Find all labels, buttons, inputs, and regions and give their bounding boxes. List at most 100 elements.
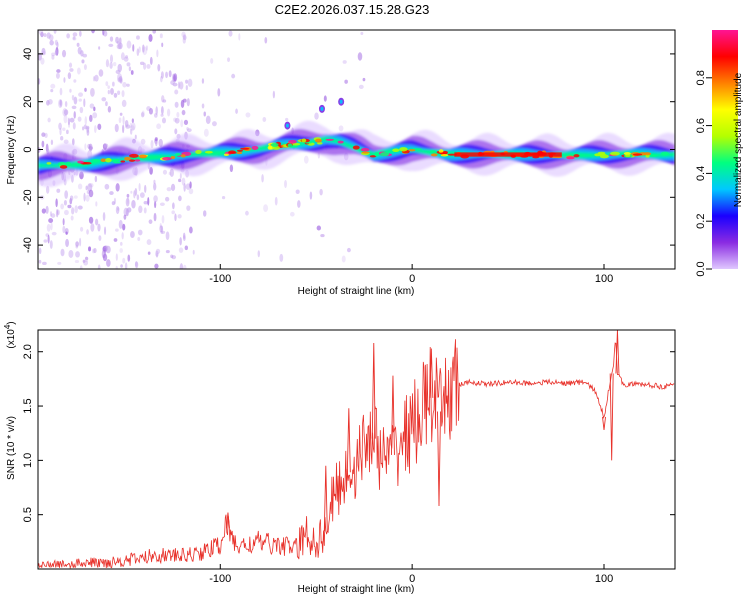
noise-speckle [61, 49, 67, 58]
noise-speckle [262, 116, 267, 122]
noise-speckle [51, 54, 55, 60]
noise-speckle [133, 190, 136, 199]
colorbar-tick-label: 0.2 [695, 214, 707, 229]
noise-speckle [105, 59, 110, 68]
colorbar: 0.0 0.2 0.4 0.6 0.8 Normalized spectral ampl… [695, 30, 744, 277]
noise-speckle [142, 46, 148, 56]
ridge-hotspot [124, 156, 131, 161]
noise-speckle [183, 119, 189, 126]
noise-speckle [156, 123, 162, 130]
noise-speckle [338, 125, 344, 132]
noise-speckle [41, 208, 46, 214]
noise-speckle [95, 218, 99, 226]
noise-speckle [49, 40, 54, 46]
ridge-hotspot [100, 158, 107, 163]
noise-speckle [140, 112, 145, 118]
ridge-hotspot [270, 142, 279, 147]
noise-speckle [92, 248, 96, 254]
noise-speckle [55, 208, 59, 218]
noise-speckle [67, 117, 71, 126]
noise-speckle [84, 256, 89, 263]
noise-speckle [106, 259, 111, 267]
noise-speckle [88, 246, 92, 252]
noise-speckle [77, 183, 83, 190]
ridge-hotspot [440, 153, 449, 157]
noise-speckle [161, 117, 167, 124]
noise-speckle [115, 253, 118, 261]
noise-speckle [50, 83, 56, 89]
noise-speckle [142, 44, 145, 53]
ridge-hotspot [46, 162, 52, 165]
noise-speckle [113, 238, 118, 242]
noise-speckle [63, 114, 68, 124]
noise-speckle [121, 90, 125, 98]
noise-speckle [178, 195, 182, 202]
noise-speckle [143, 207, 147, 214]
noise-speckle [38, 259, 42, 264]
noise-speckle [83, 260, 89, 266]
noise-speckle [87, 183, 93, 192]
snr-spike [226, 512, 230, 529]
noise-speckle [150, 139, 154, 149]
noise-speckle [362, 77, 366, 82]
noise-speckle [314, 112, 319, 120]
noise-speckle [72, 122, 76, 130]
noise-speckle [149, 56, 153, 65]
noise-speckle [245, 210, 249, 216]
noise-speckle [98, 235, 102, 241]
noise-speckle [181, 31, 186, 38]
noise-speckle [174, 117, 180, 124]
noise-speckle [69, 88, 72, 93]
noise-speckle [168, 70, 172, 78]
noise-speckle [59, 99, 63, 108]
noise-speckle [185, 79, 189, 84]
noise-speckle [83, 98, 86, 108]
ridge-hotspot [240, 147, 250, 150]
noise-speckle [71, 207, 75, 215]
noise-speckle [186, 127, 189, 131]
noise-speckle [73, 195, 78, 199]
noise-speckle [43, 239, 48, 243]
noise-speckle [105, 245, 111, 254]
snr-spike [346, 408, 351, 473]
noise-speckle [73, 79, 77, 83]
noise-speckle [40, 31, 44, 38]
noise-speckle [227, 57, 230, 62]
snr-spike [602, 416, 606, 430]
noise-speckle [136, 48, 140, 56]
noise-speckle [88, 143, 93, 152]
ridge-hotspot [77, 160, 84, 164]
noise-speckle [97, 223, 101, 232]
noise-speckle [50, 88, 54, 93]
noise-speckle [109, 36, 114, 42]
noise-speckle [76, 42, 80, 47]
noise-speckle [92, 112, 98, 119]
noise-speckle [108, 43, 114, 48]
noise-speckle [68, 249, 74, 258]
x-tick-label: 0 [409, 273, 415, 285]
noise-speckle [131, 199, 136, 209]
noise-speckle [229, 164, 234, 173]
ridge-hotspot [65, 161, 71, 166]
noise-speckle [129, 125, 135, 132]
ridge-hotspot [374, 152, 379, 157]
noise-speckle [41, 132, 46, 137]
y-tick-label: 0 [22, 146, 34, 152]
peak-core [339, 99, 343, 104]
noise-speckle [70, 215, 74, 221]
noise-speckle [323, 95, 327, 102]
noise-speckle [68, 62, 73, 68]
y-tick-label: 1.5 [22, 398, 34, 413]
noise-speckle [109, 61, 113, 69]
noise-speckle [115, 228, 119, 232]
noise-speckle [183, 183, 186, 192]
noise-speckle [94, 175, 98, 183]
ridge-hotspot [597, 151, 606, 155]
noise-speckle [75, 244, 79, 249]
noise-speckle [69, 68, 74, 72]
noise-speckle [49, 240, 53, 249]
noise-speckle [358, 84, 364, 89]
noise-speckle [155, 248, 161, 254]
noise-speckle [179, 237, 182, 246]
noise-speckle [62, 218, 65, 226]
